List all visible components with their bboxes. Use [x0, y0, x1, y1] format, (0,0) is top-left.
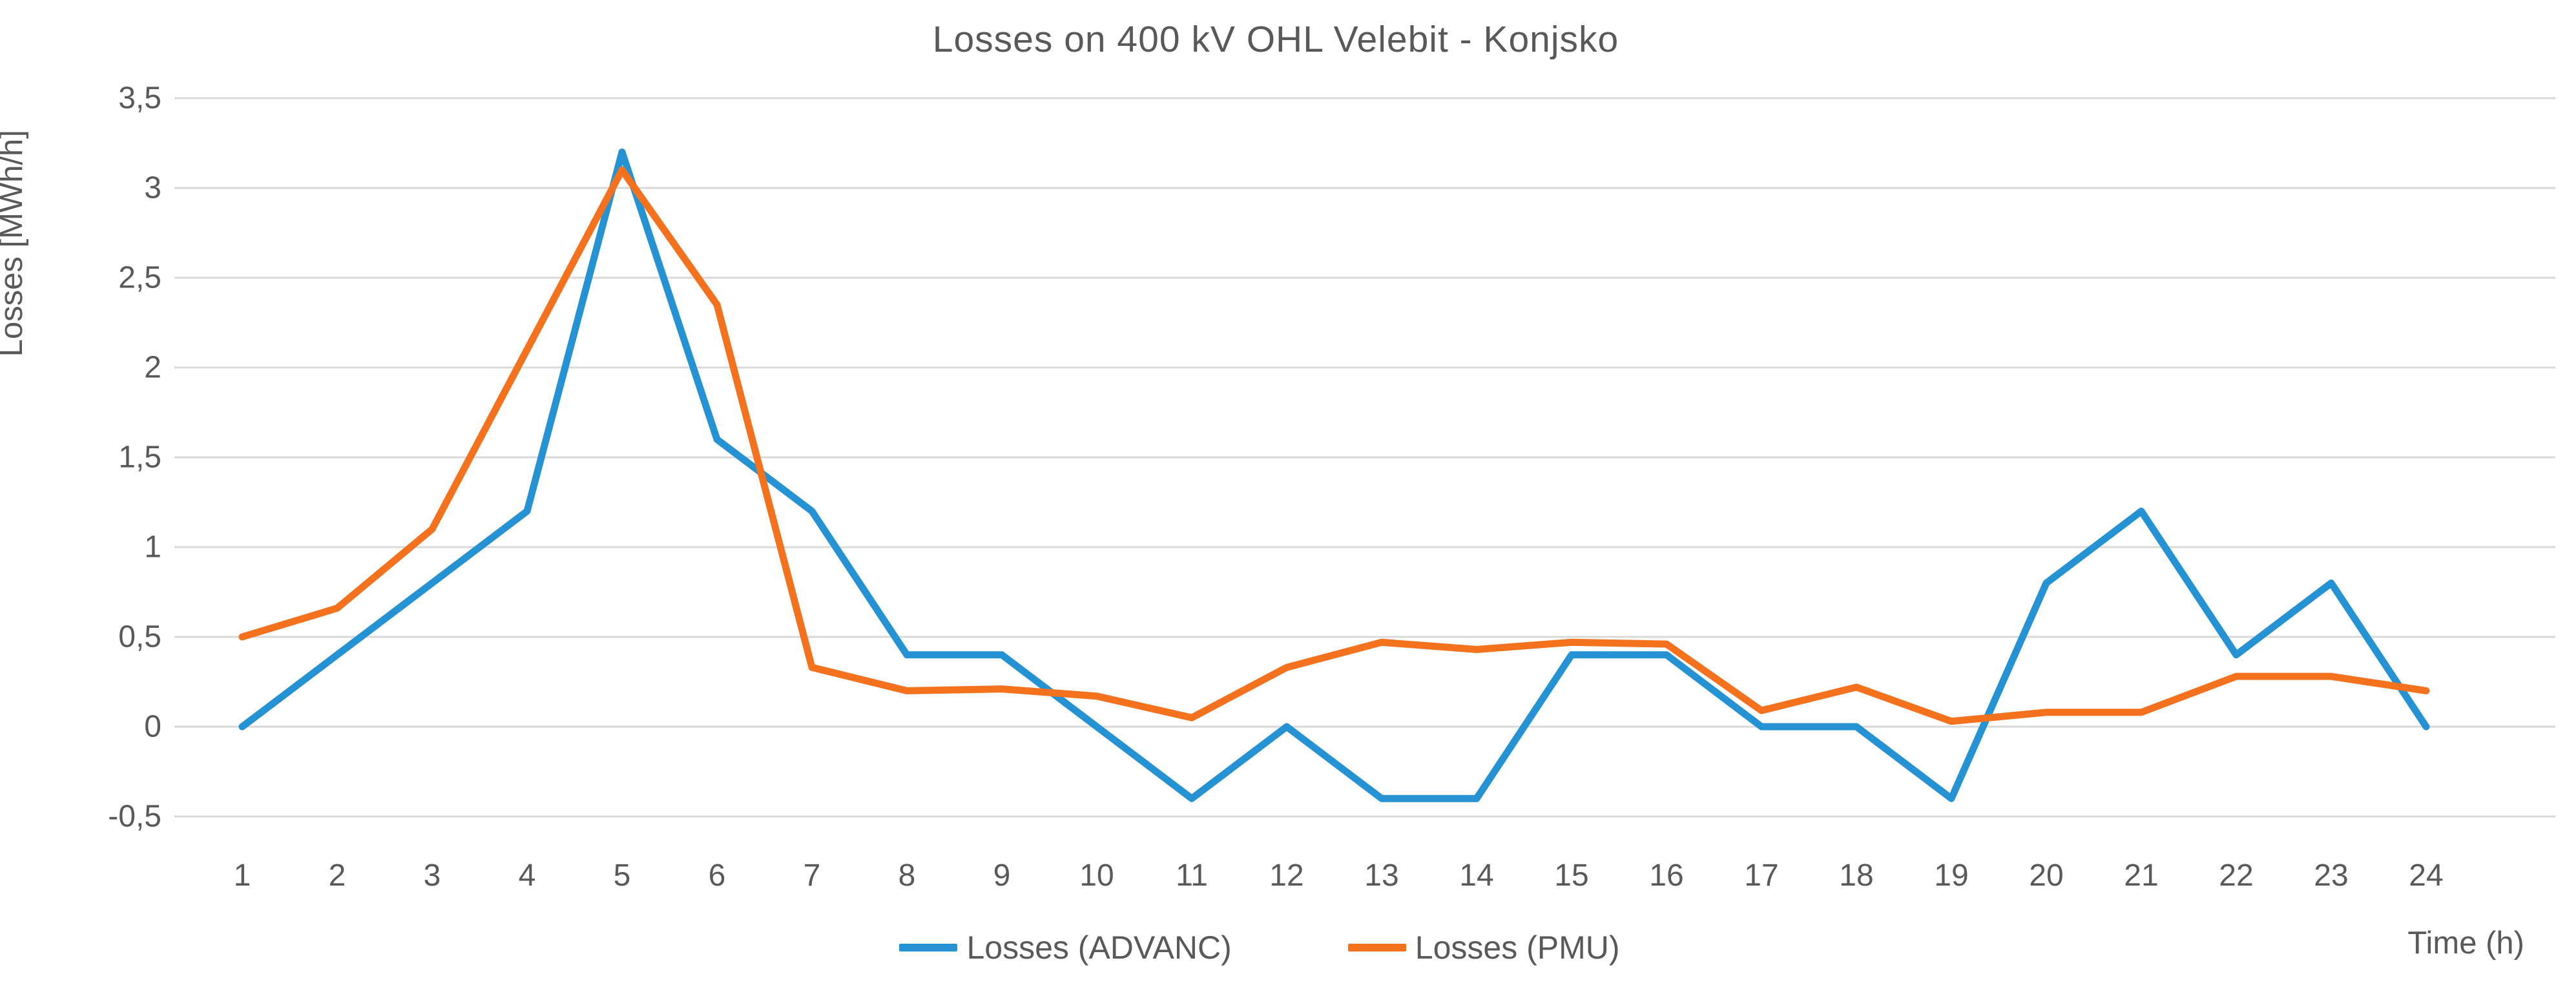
- x-tick-label: 18: [1839, 858, 1874, 893]
- legend-label-advanc: Losses (ADVANC): [966, 930, 1232, 966]
- y-tick-label: 2: [144, 350, 161, 385]
- x-axis-title: Time (h): [2407, 926, 2524, 961]
- advanc-line-swatch: [899, 944, 958, 951]
- x-tick-label: 3: [423, 858, 441, 893]
- x-tick-label: 19: [1934, 858, 1969, 893]
- y-tick-label: -0,5: [108, 799, 161, 834]
- y-tick-label: 2,5: [118, 260, 161, 295]
- x-tick-label: 14: [1459, 858, 1494, 893]
- x-tick-label: 20: [2029, 858, 2064, 893]
- y-tick-label: 1,5: [118, 440, 161, 475]
- x-tick-label: 9: [993, 858, 1011, 893]
- x-tick-label: 8: [898, 858, 916, 893]
- y-tick-label: 3,5: [118, 81, 161, 116]
- x-tick-label: 7: [803, 858, 821, 893]
- y-tick-label: 0,5: [118, 619, 161, 654]
- x-tick-label: 22: [2219, 858, 2254, 893]
- legend-item-advanc: Losses (ADVANC): [899, 929, 1232, 966]
- x-tick-label: 1: [233, 858, 251, 893]
- x-tick-label: 11: [1176, 858, 1208, 893]
- x-tick-label: 10: [1079, 858, 1114, 893]
- legend-item-pmu: Losses (PMU): [1347, 929, 1620, 966]
- x-tick-label: 13: [1364, 858, 1399, 893]
- y-tick-label: 3: [144, 171, 161, 205]
- x-tick-label: 6: [708, 858, 726, 893]
- x-tick-label: 15: [1554, 858, 1589, 893]
- x-tick-label: 5: [613, 858, 631, 893]
- legend-label-pmu: Losses (PMU): [1415, 930, 1620, 966]
- x-tick-label: 16: [1649, 858, 1684, 893]
- x-tick-label: 21: [2124, 858, 2159, 893]
- x-tick-label: 24: [2409, 858, 2444, 893]
- chart-title: Losses on 400 kV OHL Velebit - Konjsko: [932, 19, 1619, 60]
- legend: Losses (ADVANC) Losses (PMU): [0, 929, 2519, 966]
- x-tick-label: 17: [1744, 858, 1779, 893]
- y-tick-label: 0: [144, 709, 161, 744]
- x-tick-label: 12: [1269, 858, 1304, 893]
- pmu-series-line: [238, 166, 2430, 725]
- advanc-series-line: [238, 148, 2430, 802]
- y-tick-label: 1: [144, 530, 161, 565]
- pmu-line-swatch: [1347, 944, 1406, 951]
- x-tick-label: 4: [518, 858, 536, 893]
- x-tick-label: 23: [2314, 858, 2349, 893]
- x-tick-label: 2: [328, 858, 346, 893]
